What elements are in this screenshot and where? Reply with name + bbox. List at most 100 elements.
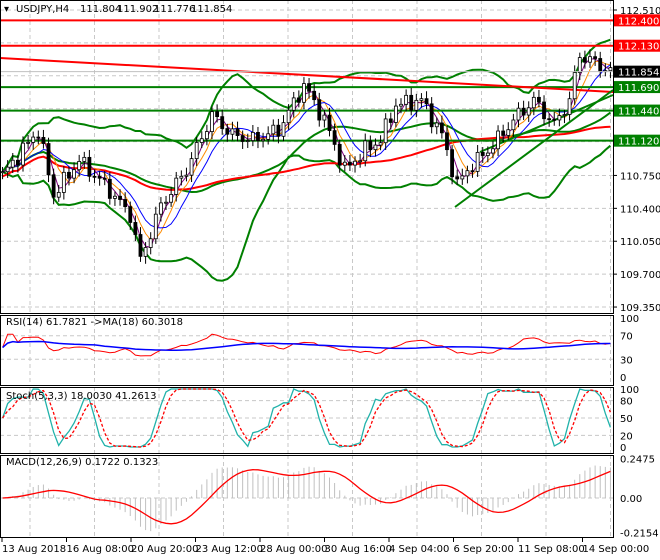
candle-body — [332, 130, 337, 145]
time-tick: 4 Sep 04:00 — [389, 544, 449, 555]
candle-body — [21, 142, 25, 166]
candle-body — [429, 103, 434, 128]
close-value: 111.854 — [191, 4, 232, 15]
candle-body — [240, 135, 245, 142]
candle-body — [491, 148, 495, 154]
candle-body — [470, 170, 475, 173]
candle-body — [302, 83, 306, 103]
low-value: 111.776 — [154, 4, 195, 15]
candle-body — [56, 192, 61, 198]
candle-body — [588, 56, 592, 63]
candle-body — [164, 201, 168, 204]
candle-body — [159, 202, 163, 215]
price-tick: 109.350 — [620, 303, 660, 314]
price-tick: 109.700 — [620, 270, 660, 281]
candle-body — [414, 99, 419, 111]
stoch-tick: 80 — [620, 397, 633, 408]
stoch-tick: 50 — [620, 414, 633, 425]
candle-body — [276, 124, 281, 137]
candle-body — [245, 140, 250, 142]
candle-body — [537, 96, 541, 103]
rsi-label: RSI(14) 61.7821 ->MA(18) 60.3018 — [6, 317, 183, 328]
level-label: 111.440 — [618, 107, 659, 118]
candle-body — [368, 140, 373, 151]
candle-body — [531, 96, 536, 109]
bollinger-lower — [2, 144, 612, 282]
price-tick: 110.750 — [620, 171, 660, 182]
rsi-line — [2, 333, 611, 357]
open-value: 111.804 — [80, 4, 121, 15]
candle-body — [312, 90, 317, 101]
candle-body — [107, 178, 112, 199]
rsi-tick: 100 — [620, 314, 639, 325]
candle-body — [511, 119, 516, 131]
candle-body — [102, 177, 107, 180]
bollinger-upper — [1, 38, 611, 173]
time-tick: 13 Aug 2018 — [2, 544, 66, 555]
candle-body — [10, 159, 15, 168]
candle-body — [572, 72, 577, 100]
candle-body — [61, 171, 66, 193]
candle-body — [15, 159, 20, 166]
candle-body — [169, 194, 174, 203]
candle-body — [0, 171, 5, 174]
collapse-triangle-icon[interactable]: ▾ — [4, 4, 9, 15]
candle-body — [67, 171, 71, 179]
candle-body — [46, 143, 51, 176]
stoch-tick: 0 — [620, 443, 626, 454]
header-label: ▾ USDJPY,H4 111.804 111.902 111.776 111.… — [4, 4, 232, 15]
candle-body — [128, 206, 133, 223]
candle-body — [608, 67, 613, 72]
ma-red — [2, 125, 611, 191]
candle-body — [204, 131, 209, 140]
rsi-tick: 30 — [620, 355, 633, 366]
candle-body — [485, 152, 490, 156]
candle-body — [393, 105, 398, 123]
candle-body — [480, 152, 485, 156]
panel-border-2 — [0, 387, 614, 454]
rsi-ma-line — [2, 340, 611, 351]
candle-body — [552, 118, 557, 121]
symbol-label: USDJPY,H4 — [16, 4, 69, 15]
candle-body — [281, 122, 286, 137]
candle-body — [399, 103, 403, 107]
candle-body — [542, 101, 546, 120]
candle-body — [424, 98, 429, 105]
level-label-bg — [614, 134, 660, 147]
candle-body — [383, 118, 388, 144]
candle-body — [496, 130, 500, 150]
candle-body — [148, 238, 153, 248]
current-price-bg — [614, 65, 660, 78]
candle-body — [31, 136, 36, 143]
candle-body — [348, 161, 352, 166]
stoch-tick: 20 — [620, 431, 633, 442]
candle-body — [113, 195, 117, 199]
panel-border-1 — [0, 315, 614, 386]
candle-body — [174, 177, 179, 195]
candle-body — [363, 140, 368, 162]
price-tick: 110.050 — [620, 237, 660, 248]
candle-body — [133, 222, 138, 235]
macd-signal-line — [2, 469, 611, 525]
rsi-tick: 70 — [620, 332, 633, 343]
time-tick: 30 Aug 16:00 — [325, 544, 392, 555]
stoch-signal-line — [2, 388, 611, 448]
candle-body — [455, 176, 460, 180]
trendline-ascending — [454, 89, 614, 208]
candle-body — [199, 138, 204, 143]
candle-body — [506, 129, 511, 136]
time-tick: 20 Aug 20:00 — [131, 544, 198, 555]
level-label-bg — [614, 14, 660, 27]
candle-body — [598, 58, 603, 72]
candle-body — [225, 128, 230, 135]
candle-body — [388, 118, 393, 123]
candle-body — [143, 247, 148, 257]
candle-body — [72, 169, 76, 179]
macd-tick: -0.2154 — [620, 528, 659, 539]
macd-label: MACD(12,26,9) 0.1722 0.1323 — [6, 457, 158, 468]
candle-body — [593, 56, 598, 59]
candle-body — [51, 174, 56, 198]
candle-body — [210, 111, 214, 132]
